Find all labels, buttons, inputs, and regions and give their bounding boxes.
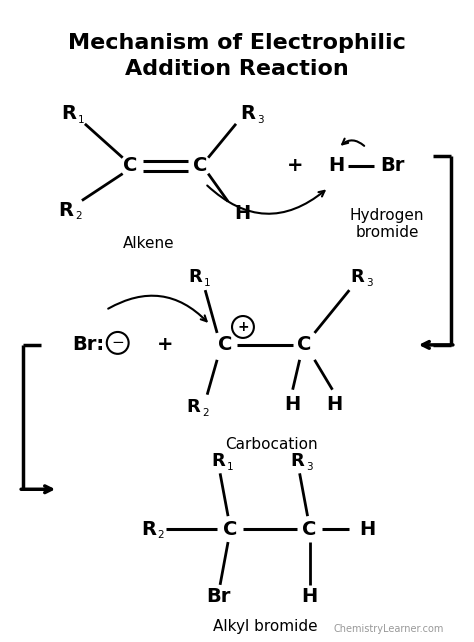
Text: 3: 3 xyxy=(307,462,313,473)
Text: H: H xyxy=(328,156,345,175)
Text: C: C xyxy=(193,156,208,175)
Text: +: + xyxy=(237,320,249,334)
Text: C: C xyxy=(297,335,312,354)
Text: C: C xyxy=(123,156,138,175)
Text: H: H xyxy=(284,395,301,414)
Text: Mechanism of Electrophilic: Mechanism of Electrophilic xyxy=(68,33,406,53)
Text: H: H xyxy=(326,395,343,414)
Text: R: R xyxy=(58,201,73,220)
Text: 1: 1 xyxy=(78,115,84,125)
Text: Addition Reaction: Addition Reaction xyxy=(125,59,349,79)
Text: bromide: bromide xyxy=(356,225,419,240)
Text: C: C xyxy=(302,519,317,539)
Text: H: H xyxy=(234,204,250,223)
Text: C: C xyxy=(223,519,237,539)
Text: Carbocation: Carbocation xyxy=(226,437,318,452)
Text: Br:: Br: xyxy=(72,335,104,354)
Text: 1: 1 xyxy=(204,278,211,288)
Text: H: H xyxy=(301,587,318,606)
Text: Alkene: Alkene xyxy=(123,236,174,251)
Text: R: R xyxy=(188,268,202,286)
Text: H: H xyxy=(359,519,375,539)
Text: 2: 2 xyxy=(157,530,164,540)
Text: Br: Br xyxy=(206,587,230,606)
Text: +: + xyxy=(286,156,303,175)
Text: 3: 3 xyxy=(366,278,373,288)
Text: R: R xyxy=(291,453,304,471)
Text: Hydrogen: Hydrogen xyxy=(350,208,424,223)
Text: C: C xyxy=(218,335,232,354)
Text: ChemistryLearner.com: ChemistryLearner.com xyxy=(334,623,444,634)
Text: 2: 2 xyxy=(75,211,82,221)
Text: 3: 3 xyxy=(257,115,264,125)
Text: Br: Br xyxy=(380,156,404,175)
Text: 1: 1 xyxy=(227,462,234,473)
Text: 2: 2 xyxy=(202,408,209,417)
Text: R: R xyxy=(211,453,225,471)
Text: R: R xyxy=(186,397,200,415)
Text: R: R xyxy=(240,105,255,123)
Text: R: R xyxy=(350,268,364,286)
Text: +: + xyxy=(157,335,173,354)
Text: R: R xyxy=(62,105,76,123)
Text: −: − xyxy=(111,335,124,351)
Text: R: R xyxy=(141,519,156,539)
Text: Alkyl bromide: Alkyl bromide xyxy=(212,619,317,634)
